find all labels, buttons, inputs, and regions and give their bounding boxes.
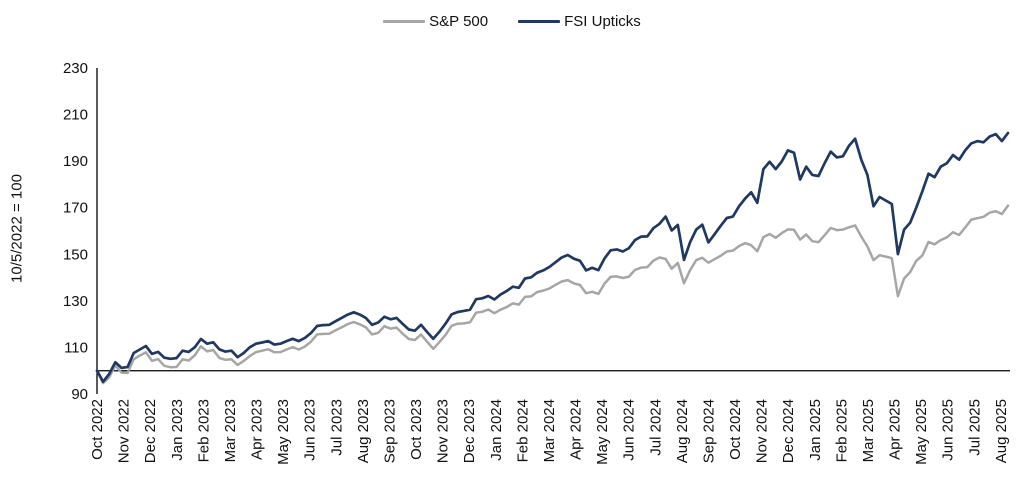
x-tick-label: Jun 2023: [302, 399, 319, 461]
fsi-upticks-line-swatch: [518, 20, 561, 23]
x-tick-label: Feb 2024: [514, 399, 531, 462]
y-tick-label: 210: [63, 107, 88, 124]
x-tick-label: Sep 2023: [381, 399, 398, 463]
series-line-s-p-500: [95, 204, 1010, 385]
legend-label-fsi-upticks: FSI Upticks: [564, 13, 641, 30]
chart-legend: S&P 500 FSI Upticks: [0, 14, 1024, 29]
series-line-fsi-upticks: [95, 131, 1010, 384]
x-tick-label: Jan 2024: [488, 399, 505, 461]
x-tick-label: Aug 2025: [993, 399, 1010, 463]
x-tick-label: Jan 2023: [169, 399, 186, 461]
x-tick-label: Mar 2025: [860, 399, 877, 462]
y-tick-label: 230: [63, 60, 88, 77]
x-tick-label: Mar 2024: [541, 399, 558, 462]
legend-label-sp500: S&P 500: [429, 13, 489, 30]
x-tick-label: Dec 2023: [461, 399, 478, 463]
x-tick-label: Feb 2023: [195, 399, 212, 462]
legend-item-sp500: S&P 500: [383, 14, 488, 29]
x-tick-label: Jun 2025: [940, 399, 957, 461]
x-tick-label: Apr 2023: [249, 399, 266, 460]
x-tick-label: Oct 2024: [727, 399, 744, 460]
y-tick-label: 110: [64, 339, 88, 356]
legend-item-fsi-upticks: FSI Upticks: [518, 14, 641, 29]
y-tick-label: 170: [63, 200, 88, 217]
x-tick-label: Oct 2022: [89, 399, 106, 460]
x-tick-label: Jul 2023: [328, 399, 345, 456]
x-tick-label: Nov 2024: [754, 399, 771, 463]
x-tick-label: Jul 2024: [647, 399, 664, 456]
x-tick-label: Feb 2025: [833, 399, 850, 462]
x-tick-label: Aug 2024: [674, 399, 691, 463]
x-tick-label: Nov 2023: [435, 399, 452, 463]
y-tick-label: 190: [63, 153, 88, 170]
x-tick-label: Dec 2022: [142, 399, 159, 463]
x-tick-label: Jun 2024: [621, 399, 638, 461]
y-tick-label: 150: [63, 246, 88, 263]
x-tick-label: May 2023: [275, 399, 292, 465]
y-tick-label: 90: [71, 386, 88, 403]
x-tick-label: Dec 2024: [780, 399, 797, 463]
x-tick-label: Nov 2022: [116, 399, 133, 463]
x-tick-label: Sep 2024: [701, 399, 718, 463]
x-tick-label: Oct 2023: [408, 399, 425, 460]
x-tick-label: Apr 2025: [887, 399, 904, 460]
x-tick-label: Mar 2023: [222, 399, 239, 462]
sp500-line-swatch: [383, 20, 426, 23]
x-tick-label: Apr 2024: [568, 399, 585, 460]
x-tick-label: Jan 2025: [807, 399, 824, 461]
y-tick-label: 130: [63, 293, 88, 310]
x-tick-label: May 2025: [913, 399, 930, 465]
x-tick-label: Jul 2025: [966, 399, 983, 456]
x-tick-label: May 2024: [594, 399, 611, 465]
x-tick-label: Aug 2023: [355, 399, 372, 463]
